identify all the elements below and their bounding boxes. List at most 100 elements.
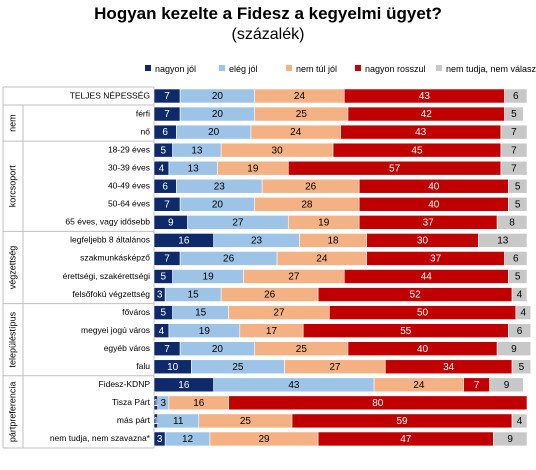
bar-data-label: 28 bbox=[301, 199, 313, 210]
bar-data-label: 20 bbox=[212, 109, 224, 120]
bar-data-label: 59 bbox=[396, 416, 408, 427]
row-label: főváros bbox=[122, 307, 150, 317]
bar-data-label: 40 bbox=[428, 199, 440, 210]
chart-title: Hogyan kezelte a Fidesz a kegyelmi ügyet… bbox=[94, 4, 442, 23]
row-label-grid bbox=[2, 86, 155, 449]
legend-label: nagyon jól bbox=[155, 64, 197, 74]
bar-data-label: 7 bbox=[164, 254, 170, 265]
bar-data-label: 5 bbox=[511, 109, 517, 120]
bar-data-label: 26 bbox=[223, 254, 235, 265]
legend-swatch bbox=[355, 65, 361, 71]
bar-data-label: 19 bbox=[247, 163, 259, 174]
row-label: falu bbox=[136, 361, 150, 371]
row-label: szakmunkásképző bbox=[80, 253, 150, 263]
bar-data-label: 13 bbox=[497, 236, 509, 247]
row-label: nő bbox=[141, 126, 151, 136]
legend-swatch bbox=[436, 65, 442, 71]
bar-data-label: 9 bbox=[168, 217, 174, 228]
row-label: felsőfokú végzettség bbox=[73, 289, 151, 299]
bar-segment bbox=[504, 106, 524, 122]
bar-data-label: 27 bbox=[329, 362, 341, 373]
bar-segment bbox=[504, 88, 528, 104]
bar-data-label: 16 bbox=[193, 398, 205, 409]
bar-data-label: 18 bbox=[327, 236, 339, 247]
bar-data-label: 8 bbox=[509, 217, 515, 228]
bar-data-label: 55 bbox=[400, 326, 412, 337]
bar-segment bbox=[508, 269, 528, 284]
row-label: férfi bbox=[136, 108, 150, 118]
bar-segment bbox=[511, 359, 532, 375]
bar-data-label: 57 bbox=[389, 163, 401, 174]
bar-data-label: 4 bbox=[517, 290, 523, 301]
legend-item: elég jól bbox=[219, 63, 258, 75]
bar-data-label: 5 bbox=[515, 181, 521, 192]
legend-swatch bbox=[219, 65, 225, 71]
bar-data-label: 24 bbox=[294, 91, 306, 102]
bar-data-label: 5 bbox=[515, 199, 521, 210]
bar-data-label: 7 bbox=[474, 380, 480, 391]
row-label: egyéb város bbox=[104, 343, 150, 353]
bar-data-label: 27 bbox=[232, 217, 244, 228]
legend-label: nagyon rosszul bbox=[365, 64, 426, 74]
bar-data-label: 19 bbox=[318, 217, 330, 228]
bar-segment bbox=[500, 142, 528, 158]
bar-data-label: 37 bbox=[430, 254, 442, 265]
bar-data-label: 4 bbox=[517, 416, 523, 427]
bar-data-label: 23 bbox=[214, 181, 226, 192]
bar-data-label: 26 bbox=[305, 181, 317, 192]
bar-data-label: 15 bbox=[195, 308, 207, 319]
row-label: Tisza Párt bbox=[112, 397, 151, 407]
bar-data-label: 24 bbox=[290, 127, 302, 138]
bar-data-label: 5 bbox=[515, 272, 521, 283]
bar-data-label: 9 bbox=[504, 380, 510, 391]
bar-data-label: 5 bbox=[161, 272, 167, 283]
bar-data-label: 43 bbox=[415, 127, 427, 138]
bar-data-label: 43 bbox=[288, 380, 300, 391]
bar-data-label: 7 bbox=[164, 91, 170, 102]
bar-segment bbox=[500, 160, 528, 176]
bar-data-label: 12 bbox=[182, 434, 194, 445]
bar-data-label: 7 bbox=[511, 145, 517, 156]
bar-data-label: 20 bbox=[212, 199, 224, 210]
row-label: legfeljebb 8 általános bbox=[70, 235, 150, 245]
bar-data-label: 19 bbox=[203, 272, 215, 283]
bar-data-label: 43 bbox=[419, 91, 431, 102]
bar-data-label: 7 bbox=[164, 199, 170, 210]
row-label: 65 éves, vagy idősebb bbox=[65, 217, 150, 227]
bar-data-label: 42 bbox=[421, 109, 433, 120]
chart-subtitle: (százalék) bbox=[231, 26, 305, 43]
legend-item: nem túl jól bbox=[286, 63, 337, 75]
legend-label: elég jól bbox=[229, 64, 258, 74]
row-label: 18-29 éves bbox=[108, 144, 150, 154]
bar-data-label: 10 bbox=[167, 362, 179, 373]
row-label: nem tudja, nem szavazna* bbox=[50, 433, 151, 443]
bar-data-label: 80 bbox=[372, 398, 384, 409]
bar-data-label: 45 bbox=[411, 145, 423, 156]
bar-data-label: 5 bbox=[519, 362, 525, 373]
row-label: megyei jogú város bbox=[81, 325, 150, 335]
bar-data-label: 7 bbox=[511, 127, 517, 138]
row-label: 40-49 éves bbox=[108, 181, 150, 191]
bar-data-label: 1 bbox=[153, 416, 159, 427]
row-label: Fidesz-KDNP bbox=[99, 379, 151, 389]
bar-data-label: 5 bbox=[161, 145, 167, 156]
bar-segment bbox=[500, 124, 528, 140]
bar-data-label: 40 bbox=[428, 181, 440, 192]
chart-legend: nagyon jól elég jól nem túl jól nagyon r… bbox=[0, 63, 536, 77]
legend-label: nem túl jól bbox=[296, 64, 338, 74]
bar-data-label: 3 bbox=[157, 290, 163, 301]
row-label: érettségi, szakérettségi bbox=[63, 271, 151, 281]
bar-data-label: 11 bbox=[173, 416, 184, 427]
group-label: korcsoport bbox=[7, 165, 17, 208]
bar-segment bbox=[228, 395, 528, 411]
bar-data-label: 20 bbox=[212, 91, 224, 102]
bar-data-label: 7 bbox=[511, 163, 517, 174]
bar-data-label: 6 bbox=[162, 127, 168, 138]
bar-data-label: 4 bbox=[159, 163, 165, 174]
bar-data-label: 30 bbox=[272, 145, 284, 156]
bar-segment bbox=[493, 431, 528, 447]
bar-data-label: 6 bbox=[513, 254, 519, 265]
bar-data-label: 52 bbox=[410, 290, 422, 301]
bar-segment bbox=[478, 233, 528, 248]
